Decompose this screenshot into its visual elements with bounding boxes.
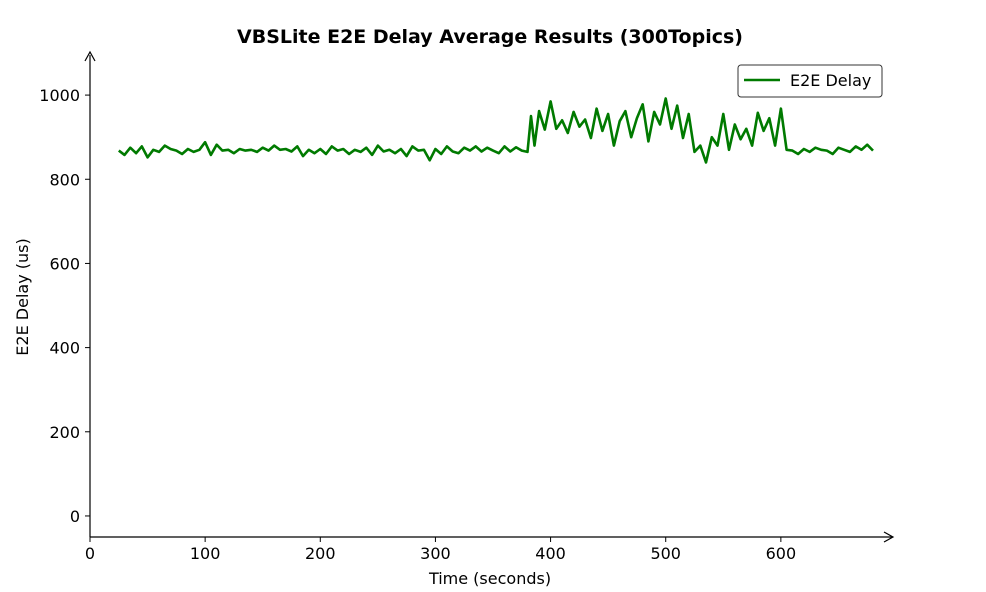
chart-title: VBSLite E2E Delay Average Results (300To… xyxy=(237,26,743,48)
x-tick-label: 100 xyxy=(190,544,221,563)
y-tick-label: 200 xyxy=(49,423,80,442)
x-tick-label: 600 xyxy=(766,544,797,563)
x-axis-label: Time (seconds) xyxy=(428,569,551,588)
series-line-e2e-delay xyxy=(118,97,874,164)
x-tick-label: 0 xyxy=(85,544,95,563)
y-tick-label: 600 xyxy=(49,254,80,273)
x-tick-label: 300 xyxy=(420,544,451,563)
y-tick-label: 400 xyxy=(49,339,80,358)
y-axis-arrow-icon xyxy=(84,50,96,62)
legend-box xyxy=(737,64,883,98)
y-tick-label: 1000 xyxy=(39,86,80,105)
x-axis-arrow-icon xyxy=(883,531,895,543)
y-ticks: 0 200 400 600 800 1000 xyxy=(39,86,90,526)
y-tick-label: 800 xyxy=(49,170,80,189)
legend: E2E Delay xyxy=(737,64,883,98)
x-tick-label: 200 xyxy=(305,544,336,563)
x-tick-label: 400 xyxy=(535,544,566,563)
y-tick-label: 0 xyxy=(70,507,80,526)
legend-label: E2E Delay xyxy=(790,71,871,90)
y-axis-label: E2E Delay (us) xyxy=(13,238,32,355)
x-tick-label: 500 xyxy=(650,544,681,563)
x-ticks: 0 100 200 300 400 500 600 xyxy=(85,537,796,563)
axes xyxy=(84,50,895,543)
